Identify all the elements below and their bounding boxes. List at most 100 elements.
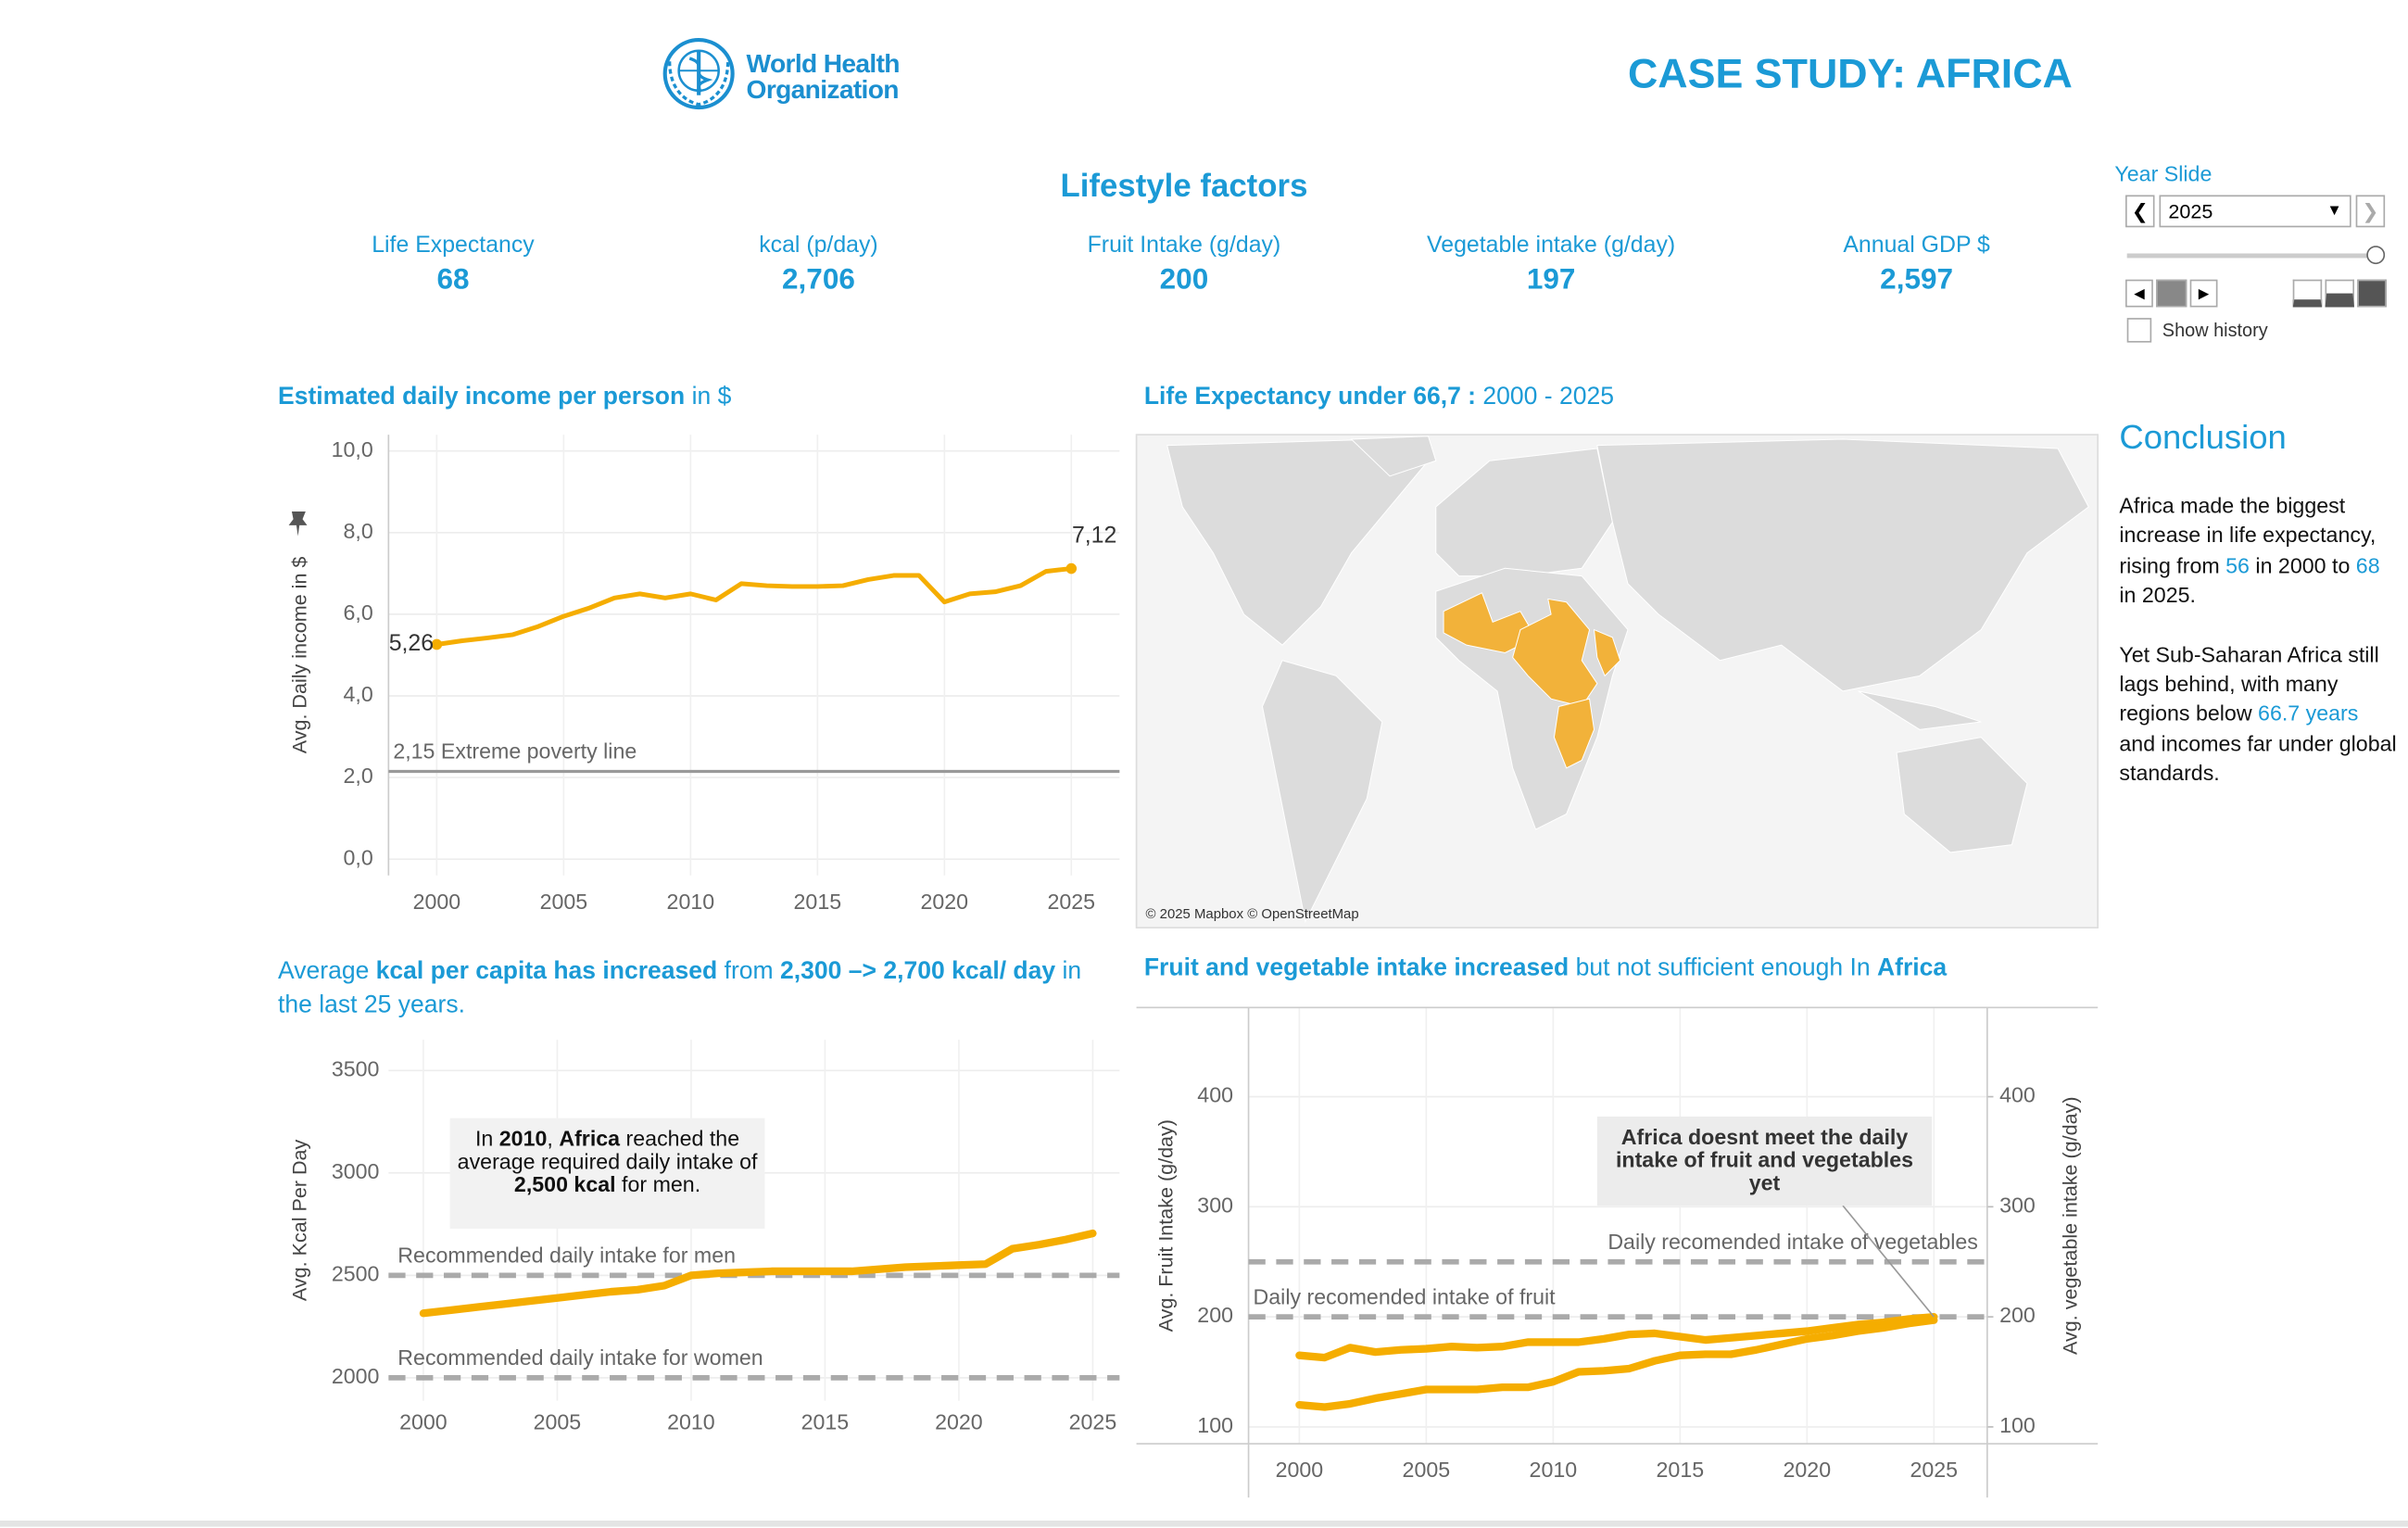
text-part: Estimated daily income per person (278, 384, 686, 410)
reference-label: Daily recomended intake of fruit (1254, 1284, 1557, 1308)
text-part: 66.7 years (2258, 701, 2359, 726)
y-tick-label: 2,0 (344, 764, 373, 788)
x-tick-label: 2005 (534, 1410, 582, 1434)
annotation: In 2010, Africa reached the average requ… (449, 1118, 765, 1230)
section-title: Lifestyle factors (1060, 169, 1308, 205)
value-label: 5,26 (389, 630, 434, 656)
speed-slow[interactable] (2292, 279, 2323, 308)
map (1135, 434, 2099, 928)
value-label: 7,12 (1072, 522, 1116, 548)
line-chart: 100 200 300 400 100 200 300 400 2000 2005 2010 2015… (1136, 1006, 2099, 1498)
prev-button[interactable]: ❮ (2125, 195, 2155, 228)
speed-fast[interactable] (2357, 279, 2387, 308)
conclusion-text: Africa made the biggest increase in life… (2119, 491, 2399, 817)
slider-track (2126, 253, 2368, 259)
text-part: for men. (615, 1171, 701, 1197)
chart-title: Estimated daily income per person in $ (278, 384, 731, 411)
text-part: 2000 - 2025 (1476, 384, 1614, 410)
page-title: CASE STUDY: AFRICA (1627, 50, 2073, 97)
paragraph: Yet Sub-Saharan Africa still lags behind… (2119, 640, 2399, 789)
text-part: Yet Sub-Saharan Africa still lags behind… (2119, 641, 2379, 726)
x-tick-label: 2015 (1657, 1458, 1705, 1482)
x-tick-label: 2020 (935, 1410, 983, 1434)
reference-label: Recommended daily intake for women (397, 1345, 763, 1370)
y-tick-label: 10,0 (332, 437, 373, 461)
text-part: Average (278, 958, 376, 985)
x-tick-label: 2015 (801, 1410, 850, 1434)
y2-tick-label: 400 (1999, 1083, 2036, 1107)
reference-label: 2,15 Extreme poverty line (393, 739, 637, 764)
data-point (1065, 562, 1078, 575)
kpi-label: kcal (p/day) (759, 232, 878, 259)
x-tick-label: 2000 (1276, 1458, 1324, 1482)
text-part: but not sufficient enough In (1569, 954, 1877, 982)
y-tick-label: 8,0 (344, 519, 373, 543)
annotation: Africa doesnt meet the daily intake of f… (1596, 1117, 1933, 1206)
text-part: , (547, 1125, 560, 1151)
x-tick-label: 2020 (921, 890, 969, 914)
speed-medium[interactable] (2325, 279, 2354, 308)
y-tick-label: 400 (1197, 1083, 1233, 1107)
text-part: kcal per capita has increased (375, 958, 718, 985)
dropdown-arrow: ▼ (2326, 202, 2342, 221)
text-part: from (717, 958, 780, 985)
y2-tick-label: 200 (1999, 1303, 2036, 1327)
y-tick-label: 4,0 (344, 682, 373, 706)
y-tick-label: 200 (1197, 1303, 1233, 1327)
text-part: in 2025. (2119, 582, 2196, 608)
next-button[interactable]: ❯ (2355, 195, 2386, 228)
kpi-label: Vegetable intake (g/day) (1427, 232, 1676, 259)
step-back[interactable]: ◀ (2125, 279, 2153, 308)
x-tick-label: 2025 (1069, 1410, 1117, 1434)
text-part: reached the average required daily intak… (457, 1125, 758, 1174)
stop-button[interactable] (2156, 279, 2187, 308)
y-axis-title: Avg. Fruit Intake (g/day) (1154, 1119, 1177, 1332)
y-tick-label: 3500 (332, 1056, 380, 1080)
chart-title: Life Expectancy under 66,7 : 2000 - 2025 (1144, 384, 1614, 411)
slider-handle[interactable] (2366, 246, 2386, 265)
y-tick-label: 300 (1197, 1193, 1233, 1217)
y-tick-label: 2000 (332, 1364, 380, 1388)
data-line (419, 1229, 1097, 1318)
x-tick-label: 2005 (540, 890, 588, 914)
y-tick-label: 3000 (332, 1159, 380, 1183)
x-tick-label: 2025 (1910, 1458, 1959, 1482)
text-part: in the last 25 years. (278, 958, 1082, 1018)
line-chart: 0,0 2,0 4,0 6,0 8,0 10,0 2000 2005 2010 2015 2020 2… (289, 435, 1120, 914)
x-tick-label: 2005 (1403, 1458, 1451, 1482)
kpi-value: 197 (1526, 264, 1576, 297)
kpi-value: 2,597 (1880, 264, 1953, 297)
text-part: Life Expectancy under 66,7 : (1143, 384, 1477, 410)
text-part: 68 (2355, 552, 2380, 577)
text-part: and incomes far under global standards. (2119, 730, 2397, 786)
year-select[interactable]: 2025 ▼ (2159, 195, 2351, 228)
text-part: 56 (2225, 552, 2250, 577)
map-attribution: © 2025 Mapbox © OpenStreetMap (1145, 905, 1359, 922)
checkbox-label: Show history (2162, 319, 2268, 341)
y-tick-label: 0,0 (344, 845, 373, 869)
pin-icon (288, 511, 308, 537)
x-tick-label: 2000 (399, 1410, 448, 1434)
text-part: Africa made the biggest increase in life… (2119, 493, 2376, 577)
line-chart: 2000 2500 3000 3500 2000 2005 2010 2015 2020 2025… (289, 1040, 1120, 1434)
data-line (1295, 1312, 1938, 1362)
step-forward[interactable]: ▶ (2189, 279, 2218, 308)
text-part: 2,500 kcal (513, 1171, 616, 1197)
history-checkbox[interactable] (2126, 318, 2152, 343)
paragraph: Africa made the biggest increase in life… (2119, 491, 2399, 611)
slider-title: Year Slide (2114, 161, 2213, 186)
reference-label: Daily recomended intake of vegetables (1607, 1230, 1978, 1254)
text-part: in $ (685, 384, 732, 410)
chart-title: Fruit and vegetable intake increased but… (1144, 955, 1947, 983)
x-tick-label: 2020 (1784, 1458, 1832, 1482)
x-tick-label: 2015 (794, 890, 842, 914)
x-tick-label: 2010 (1530, 1458, 1578, 1482)
kpi-label: Annual GDP $ (1843, 232, 1990, 259)
text-part: Fruit and vegetable intake increased (1143, 954, 1570, 982)
kpi-value: 68 (436, 264, 470, 297)
x-tick-label: 2010 (667, 1410, 715, 1434)
reference-label: Recommended daily intake for men (397, 1244, 736, 1268)
logo-text: Organization (746, 75, 900, 105)
